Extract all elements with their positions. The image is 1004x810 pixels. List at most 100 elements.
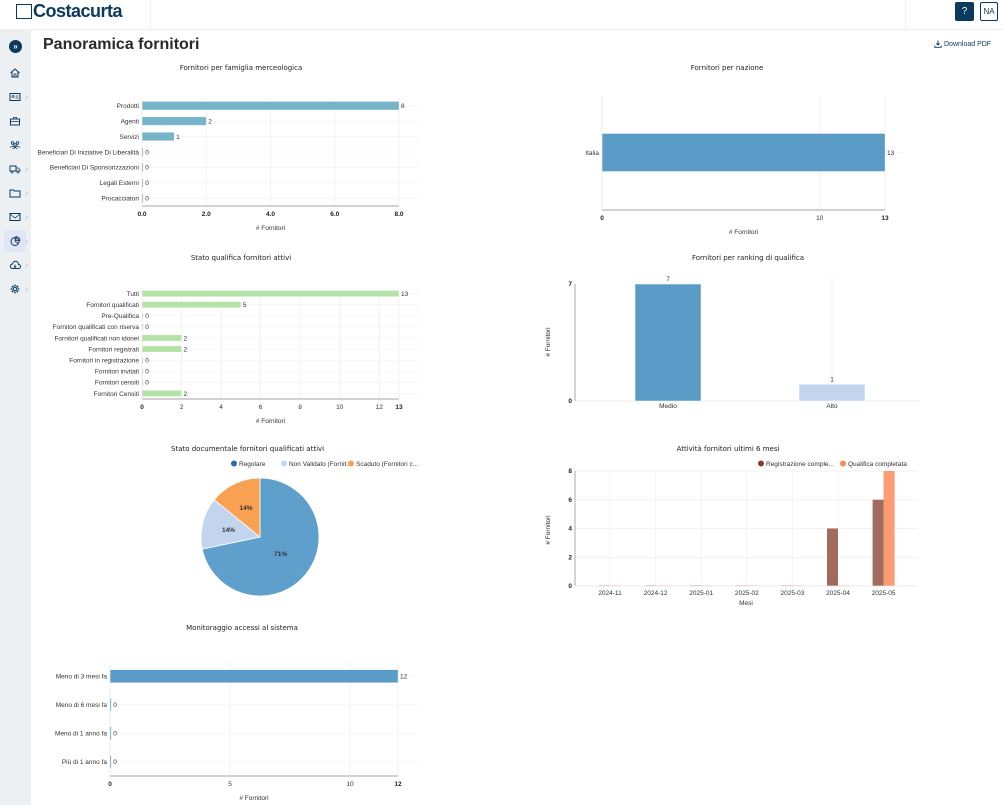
value-label: 7: [666, 276, 670, 283]
x-tick-label: 13: [881, 215, 889, 222]
user-avatar-button[interactable]: NA: [980, 2, 998, 21]
divider: [150, 0, 151, 30]
brand-logo[interactable]: Costacurta: [16, 1, 123, 22]
expand-sidebar-button[interactable]: »: [9, 40, 22, 53]
legend-label: Non Validato (Fornit...: [289, 461, 352, 468]
category-label: Alto: [826, 403, 838, 410]
chart-title: Attività fornitori ultimi 6 mesi: [677, 445, 780, 453]
bar: [599, 585, 610, 586]
bar: [141, 290, 400, 297]
y-tick-label: 7: [568, 281, 572, 288]
x-tick-label: 0: [140, 404, 144, 411]
chart-title: Fornitori per famiglia merceologica: [180, 64, 303, 72]
x-tick-label: 2025-05: [872, 590, 896, 597]
chart-title: Stato documentale fornitori qualificati …: [171, 445, 324, 453]
truck-icon: [9, 165, 21, 174]
x-tick-label: 2025-04: [826, 590, 850, 597]
x-tick-label: 2024-11: [598, 590, 622, 597]
category-label: Prodotti: [117, 103, 139, 110]
value-label: 2: [184, 335, 188, 342]
x-tick-label: 12: [394, 781, 402, 788]
sidebar-item-settings[interactable]: [4, 278, 26, 300]
category-label: Fornitori in registrazione: [69, 357, 139, 364]
x-axis-title: # Fornitori: [256, 418, 285, 425]
category-label: Meno di 6 mesi fa: [56, 702, 108, 709]
chart-nazione: Fornitori per nazione 0 10 13 Italia 13 # Forn…: [540, 60, 940, 245]
chart-stato-documentale: Stato documentale fornitori qualificati …: [150, 440, 440, 610]
chevron-right-icon: ›: [25, 164, 28, 174]
value-label: 0: [145, 313, 149, 320]
x-tick-label: 8.0: [394, 211, 403, 218]
value-label: 8: [401, 103, 405, 110]
chart-monitoraggio-accessi: Monitoraggio accessi al sistema 0 5 10 12 Men…: [30, 620, 430, 810]
chevron-right-icon: ›: [25, 212, 28, 222]
sidebar-item-anagrafiche[interactable]: [4, 86, 26, 108]
page-title: Panoramica fornitori: [43, 36, 200, 53]
category-label: Beneficiari Di Iniziative Di Liberalità: [37, 149, 139, 156]
sidebar-item-reports[interactable]: [4, 230, 26, 252]
x-tick-label: 2.0: [202, 211, 211, 218]
sidebar-item-home[interactable]: [4, 62, 26, 84]
value-label: 0: [113, 759, 117, 766]
legend-swatch: [231, 460, 237, 467]
bar: [141, 301, 241, 308]
value-label: 0: [145, 324, 149, 331]
legend-label: Qualifica completata: [848, 461, 907, 468]
x-axis-title: Mesi: [739, 600, 753, 607]
y-tick-label: 8: [568, 468, 572, 475]
y-tick-label: 0: [568, 583, 572, 590]
value-label: 0: [145, 380, 149, 387]
y-axis-title: # Fornitori: [545, 327, 552, 356]
y-tick-label: 2: [568, 554, 572, 561]
x-tick-label: 4: [219, 404, 223, 411]
x-tick-label: 2025-03: [780, 590, 804, 597]
y-tick-label: 4: [568, 526, 572, 533]
bar: [792, 585, 804, 586]
category-label: Beneficiari Di Sponsorizzazioni: [50, 165, 139, 172]
legend-label: Regolare: [239, 461, 266, 468]
bar: [141, 101, 400, 111]
chart-ranking-qualifica: Fornitori per ranking di qualifica 0 7 7 Med…: [530, 250, 930, 425]
sidebar-item-briefcase[interactable]: [4, 110, 26, 132]
slice-label: 14%: [240, 505, 253, 512]
x-tick-label: 6.0: [330, 211, 339, 218]
x-tick-label: 4.0: [266, 211, 275, 218]
bar: [141, 132, 175, 141]
chevron-right-icon: ›: [25, 188, 28, 198]
bar: [141, 345, 182, 353]
download-pdf-label: Download PDF: [944, 40, 992, 48]
mail-icon: [9, 213, 21, 221]
sidebar-item-users[interactable]: [4, 134, 26, 156]
y-axis-title: # Fornitori: [545, 515, 552, 544]
sidebar-item-logistics[interactable]: [4, 158, 26, 180]
sidebar-item-documents[interactable]: [4, 182, 26, 204]
brand-name: Costacurta: [33, 1, 123, 21]
category-label: Agenti: [121, 118, 139, 125]
x-tick-label: 0.0: [137, 211, 146, 218]
category-label: Più di 1 anno fa: [62, 759, 108, 766]
sidebar-item-download[interactable]: [4, 254, 26, 276]
category-label: Meno di 3 mesi fa: [56, 674, 108, 681]
bar: [701, 585, 713, 586]
chevron-right-icon: ›: [25, 92, 28, 102]
x-axis-title: # Fornitori: [256, 225, 285, 232]
bar: [883, 471, 895, 586]
help-button[interactable]: ?: [955, 2, 974, 21]
x-tick-label: 8: [298, 404, 302, 411]
logo-mark-icon: [16, 4, 32, 19]
gear-icon: [10, 284, 20, 294]
download-pdf-button[interactable]: Download PDF: [934, 40, 991, 48]
chevron-right-icon: ›: [25, 236, 28, 246]
bar: [735, 585, 747, 586]
folder-icon: [9, 189, 21, 198]
value-label: 13: [401, 291, 409, 298]
value-label: 0: [145, 165, 149, 172]
legend-swatch: [281, 460, 287, 467]
home-icon: [10, 68, 20, 78]
bar: [141, 390, 182, 397]
x-axis-title: # Fornitori: [729, 229, 758, 236]
category-label: Pre-Qualifica: [101, 313, 139, 320]
sidebar-item-messages[interactable]: [4, 206, 26, 228]
bar: [798, 384, 866, 402]
chart-pie-icon: [10, 236, 21, 246]
